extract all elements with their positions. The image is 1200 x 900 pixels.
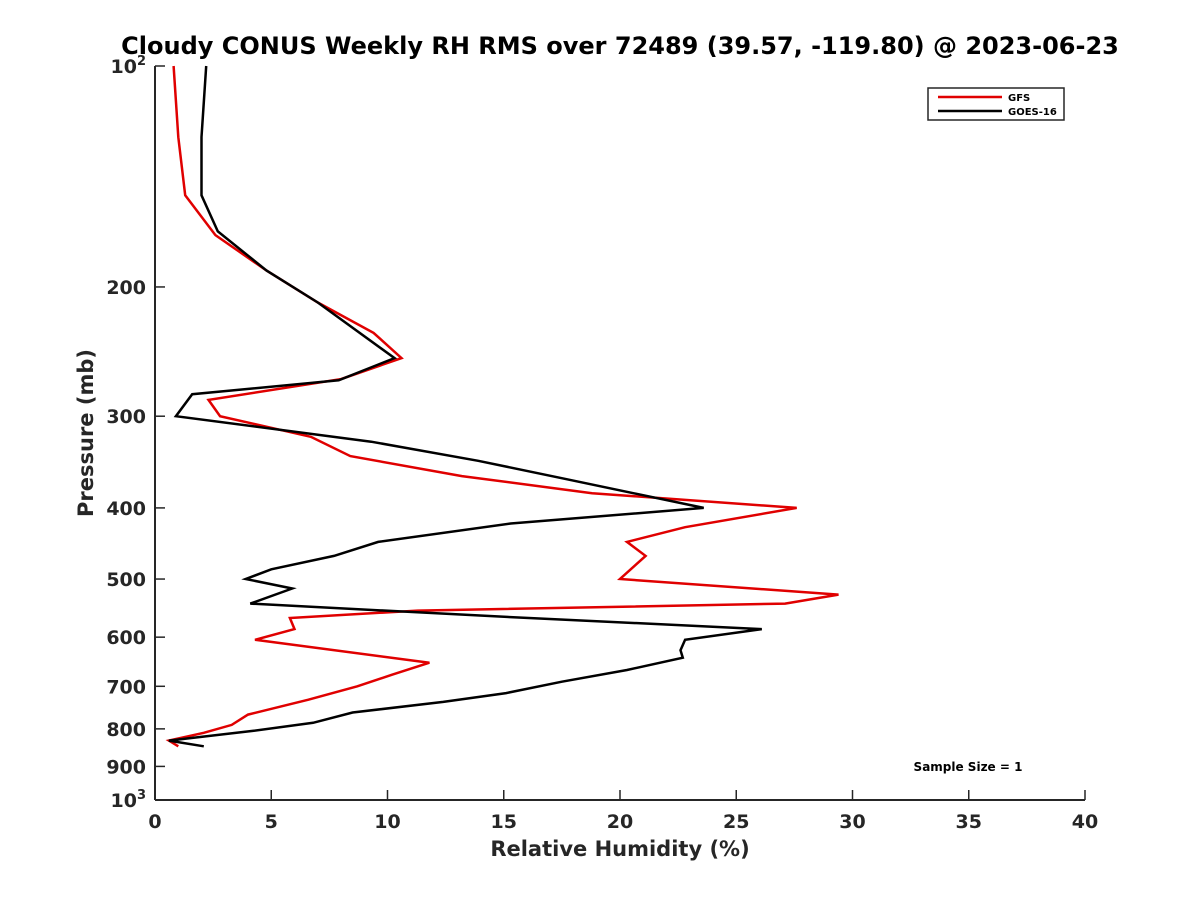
y-tick-label: 103 — [111, 788, 147, 812]
y-tick-label: 800 — [106, 719, 146, 741]
y-tick-label: 200 — [106, 277, 146, 299]
y-tick-label: 600 — [106, 627, 146, 649]
legend-label-gfs: GFS — [1008, 93, 1030, 104]
series-layer — [165, 65, 839, 748]
legend-box — [927, 87, 1065, 121]
x-tick-label: 15 — [491, 811, 517, 833]
legend-label-goes16: GOES-16 — [1008, 107, 1057, 118]
x-tick-label: 30 — [839, 811, 865, 833]
x-axis-ticks: 0 5 10 15 20 25 30 35 40 — [148, 790, 1098, 833]
series-line-gfs — [165, 65, 839, 748]
x-tick-label: 20 — [607, 811, 633, 833]
y-tick-label: 300 — [106, 406, 146, 428]
y-tick-label: 102 — [111, 54, 147, 78]
y-tick-label: 900 — [106, 756, 146, 778]
y-tick-label: 700 — [106, 676, 146, 698]
legend: GFS GOES-16 — [927, 87, 1065, 121]
y-axis-label: Pressure (mb) — [74, 349, 98, 517]
y-axis-ticks: 200 300 400 500 600 700 800 900 102 103 — [106, 54, 165, 812]
x-tick-label: 35 — [956, 811, 982, 833]
x-tick-label: 40 — [1072, 811, 1098, 833]
x-axis-label: Relative Humidity (%) — [490, 837, 749, 861]
x-tick-label: 10 — [374, 811, 400, 833]
x-tick-label: 0 — [148, 811, 161, 833]
series-line-goes16 — [168, 65, 762, 748]
y-tick-label: 500 — [106, 569, 146, 591]
y-tick-label: 400 — [106, 498, 146, 520]
plot-area: 0 5 10 15 20 25 30 35 40 200 300 400 500 600 700 800 90… — [106, 54, 1098, 833]
x-tick-label: 5 — [265, 811, 278, 833]
x-tick-label: 25 — [723, 811, 749, 833]
sample-size-annotation: Sample Size = 1 — [914, 760, 1023, 774]
chart-title: Cloudy CONUS Weekly RH RMS over 72489 (3… — [121, 32, 1119, 60]
